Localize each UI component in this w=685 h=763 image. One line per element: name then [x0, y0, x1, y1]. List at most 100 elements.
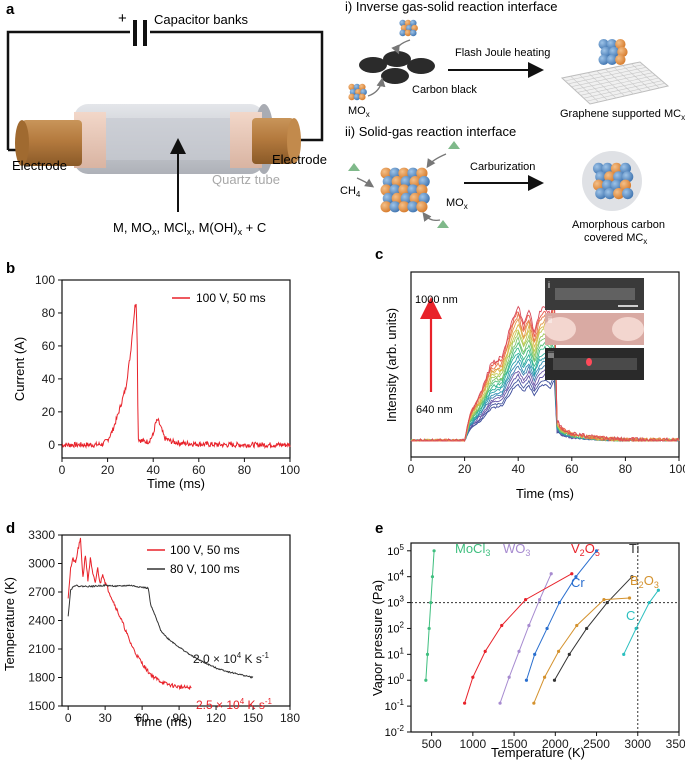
inset-photos: i ii iii [544, 278, 644, 380]
atom [355, 88, 362, 96]
atom [398, 184, 410, 196]
series-point-e [427, 626, 431, 631]
atom [407, 184, 419, 196]
series-point-e [549, 572, 553, 576]
atom [360, 88, 367, 96]
plot-frame-c [410, 271, 680, 458]
series-point-e [634, 626, 638, 631]
y-tick-label-e: 103 [387, 595, 404, 610]
panel-label-e: e [375, 520, 383, 537]
x-tick-label-c: 100 [669, 462, 685, 476]
atom [411, 24, 418, 32]
atom [407, 201, 419, 213]
series-line-e [525, 550, 597, 681]
route1-carbon-label: Carbon black [412, 84, 477, 96]
atom [610, 179, 623, 191]
ch4-molecule [348, 163, 360, 171]
plot-frame-d [61, 534, 291, 707]
atom [615, 39, 626, 50]
series-point-e [538, 598, 542, 602]
legend-label-b: 100 V, 50 ms [196, 291, 266, 305]
x-tick-label-e: 1500 [501, 737, 528, 751]
mox-cluster-small [348, 83, 367, 101]
series-line-d [67, 537, 192, 691]
route1-product-label: Graphene supported MCx [560, 108, 685, 122]
x-tick-label-c: 60 [565, 462, 579, 476]
atom [358, 93, 366, 101]
panel-label-c: c [375, 246, 383, 263]
atom [416, 184, 428, 196]
x-tick-label-d: 120 [206, 711, 226, 725]
y-tick-label-d: 1500 [28, 699, 55, 713]
atom [353, 83, 361, 91]
y-tick-label-e: 101 [387, 646, 404, 661]
atom [399, 29, 407, 37]
electrode-right-face [287, 118, 301, 164]
x-tick-label-d: 150 [243, 711, 263, 725]
x-tick-label-c: 40 [512, 462, 526, 476]
y-tick-label-b: 20 [42, 405, 56, 419]
series-point-e [542, 675, 547, 679]
panel-a: a + Capacitor banks Electrode Electrode … [6, 0, 685, 246]
atom [409, 29, 417, 37]
route2-arrow-label: Carburization [470, 161, 535, 173]
capacitor-plate-left [133, 20, 137, 46]
x-tick-label-b: 80 [238, 463, 252, 477]
series-point-e [471, 675, 475, 679]
series-point-e [532, 701, 536, 705]
panel-label-d: d [6, 520, 15, 537]
series-point-e [463, 701, 467, 705]
atom [389, 167, 401, 179]
series-label-e: Ti [629, 541, 639, 556]
chart-b: 0 20 40 60 80 100 0 20 40 60 80 100 [35, 273, 300, 477]
series-point-e [533, 652, 537, 656]
route2-title: ii) Solid-gas reaction interface [345, 124, 516, 139]
atom [382, 176, 394, 188]
series-point-e [429, 600, 433, 605]
atom [399, 19, 407, 27]
atom [407, 167, 419, 179]
atom [380, 167, 392, 179]
atom [380, 184, 392, 196]
series-point-e [524, 678, 529, 682]
x-tick-label-d: 30 [98, 711, 112, 725]
series-point-e [647, 600, 651, 605]
route1-arrow-small [367, 77, 386, 97]
x-tick-label-b: 100 [280, 463, 300, 477]
precursor-label: M, MOx, MClx, M(OH)x + C [113, 220, 266, 237]
atom [400, 192, 412, 204]
series-line-d [67, 583, 254, 679]
electrode-left-face [15, 120, 29, 166]
series-line-b [61, 303, 291, 450]
x-tick-label-e: 1000 [459, 737, 486, 751]
atom [613, 188, 625, 200]
series-label-e: B2O3 [630, 573, 659, 590]
atom [598, 54, 609, 65]
series-line-e [623, 589, 659, 655]
graphene-sheet [560, 61, 670, 105]
x-tick-label-e: 500 [422, 737, 442, 751]
y-tick-label-e: 10-2 [385, 724, 405, 739]
y-tick-label-d: 2100 [28, 642, 55, 656]
series-point-e [500, 623, 504, 628]
series-line-e [425, 550, 435, 681]
series-line-e [533, 597, 630, 704]
series-point-e [527, 623, 531, 628]
series-point-e [594, 549, 599, 553]
atom [398, 201, 410, 213]
y-axis-label-b: Current (A) [12, 337, 27, 401]
atom [358, 83, 366, 91]
x-tick-label-d: 180 [280, 711, 300, 725]
atom [598, 39, 609, 50]
series-point-e [425, 652, 430, 656]
series-point-e [574, 575, 578, 579]
series-label-e: WO3 [503, 541, 530, 558]
atom [409, 192, 421, 204]
carbon-black [359, 51, 435, 84]
y-tick-label-b: 80 [42, 306, 56, 320]
circuit-wire [6, 30, 324, 150]
atom [353, 93, 361, 101]
atom [601, 162, 614, 174]
mox-cluster-large [380, 167, 430, 213]
mox-cluster-small [399, 19, 418, 37]
